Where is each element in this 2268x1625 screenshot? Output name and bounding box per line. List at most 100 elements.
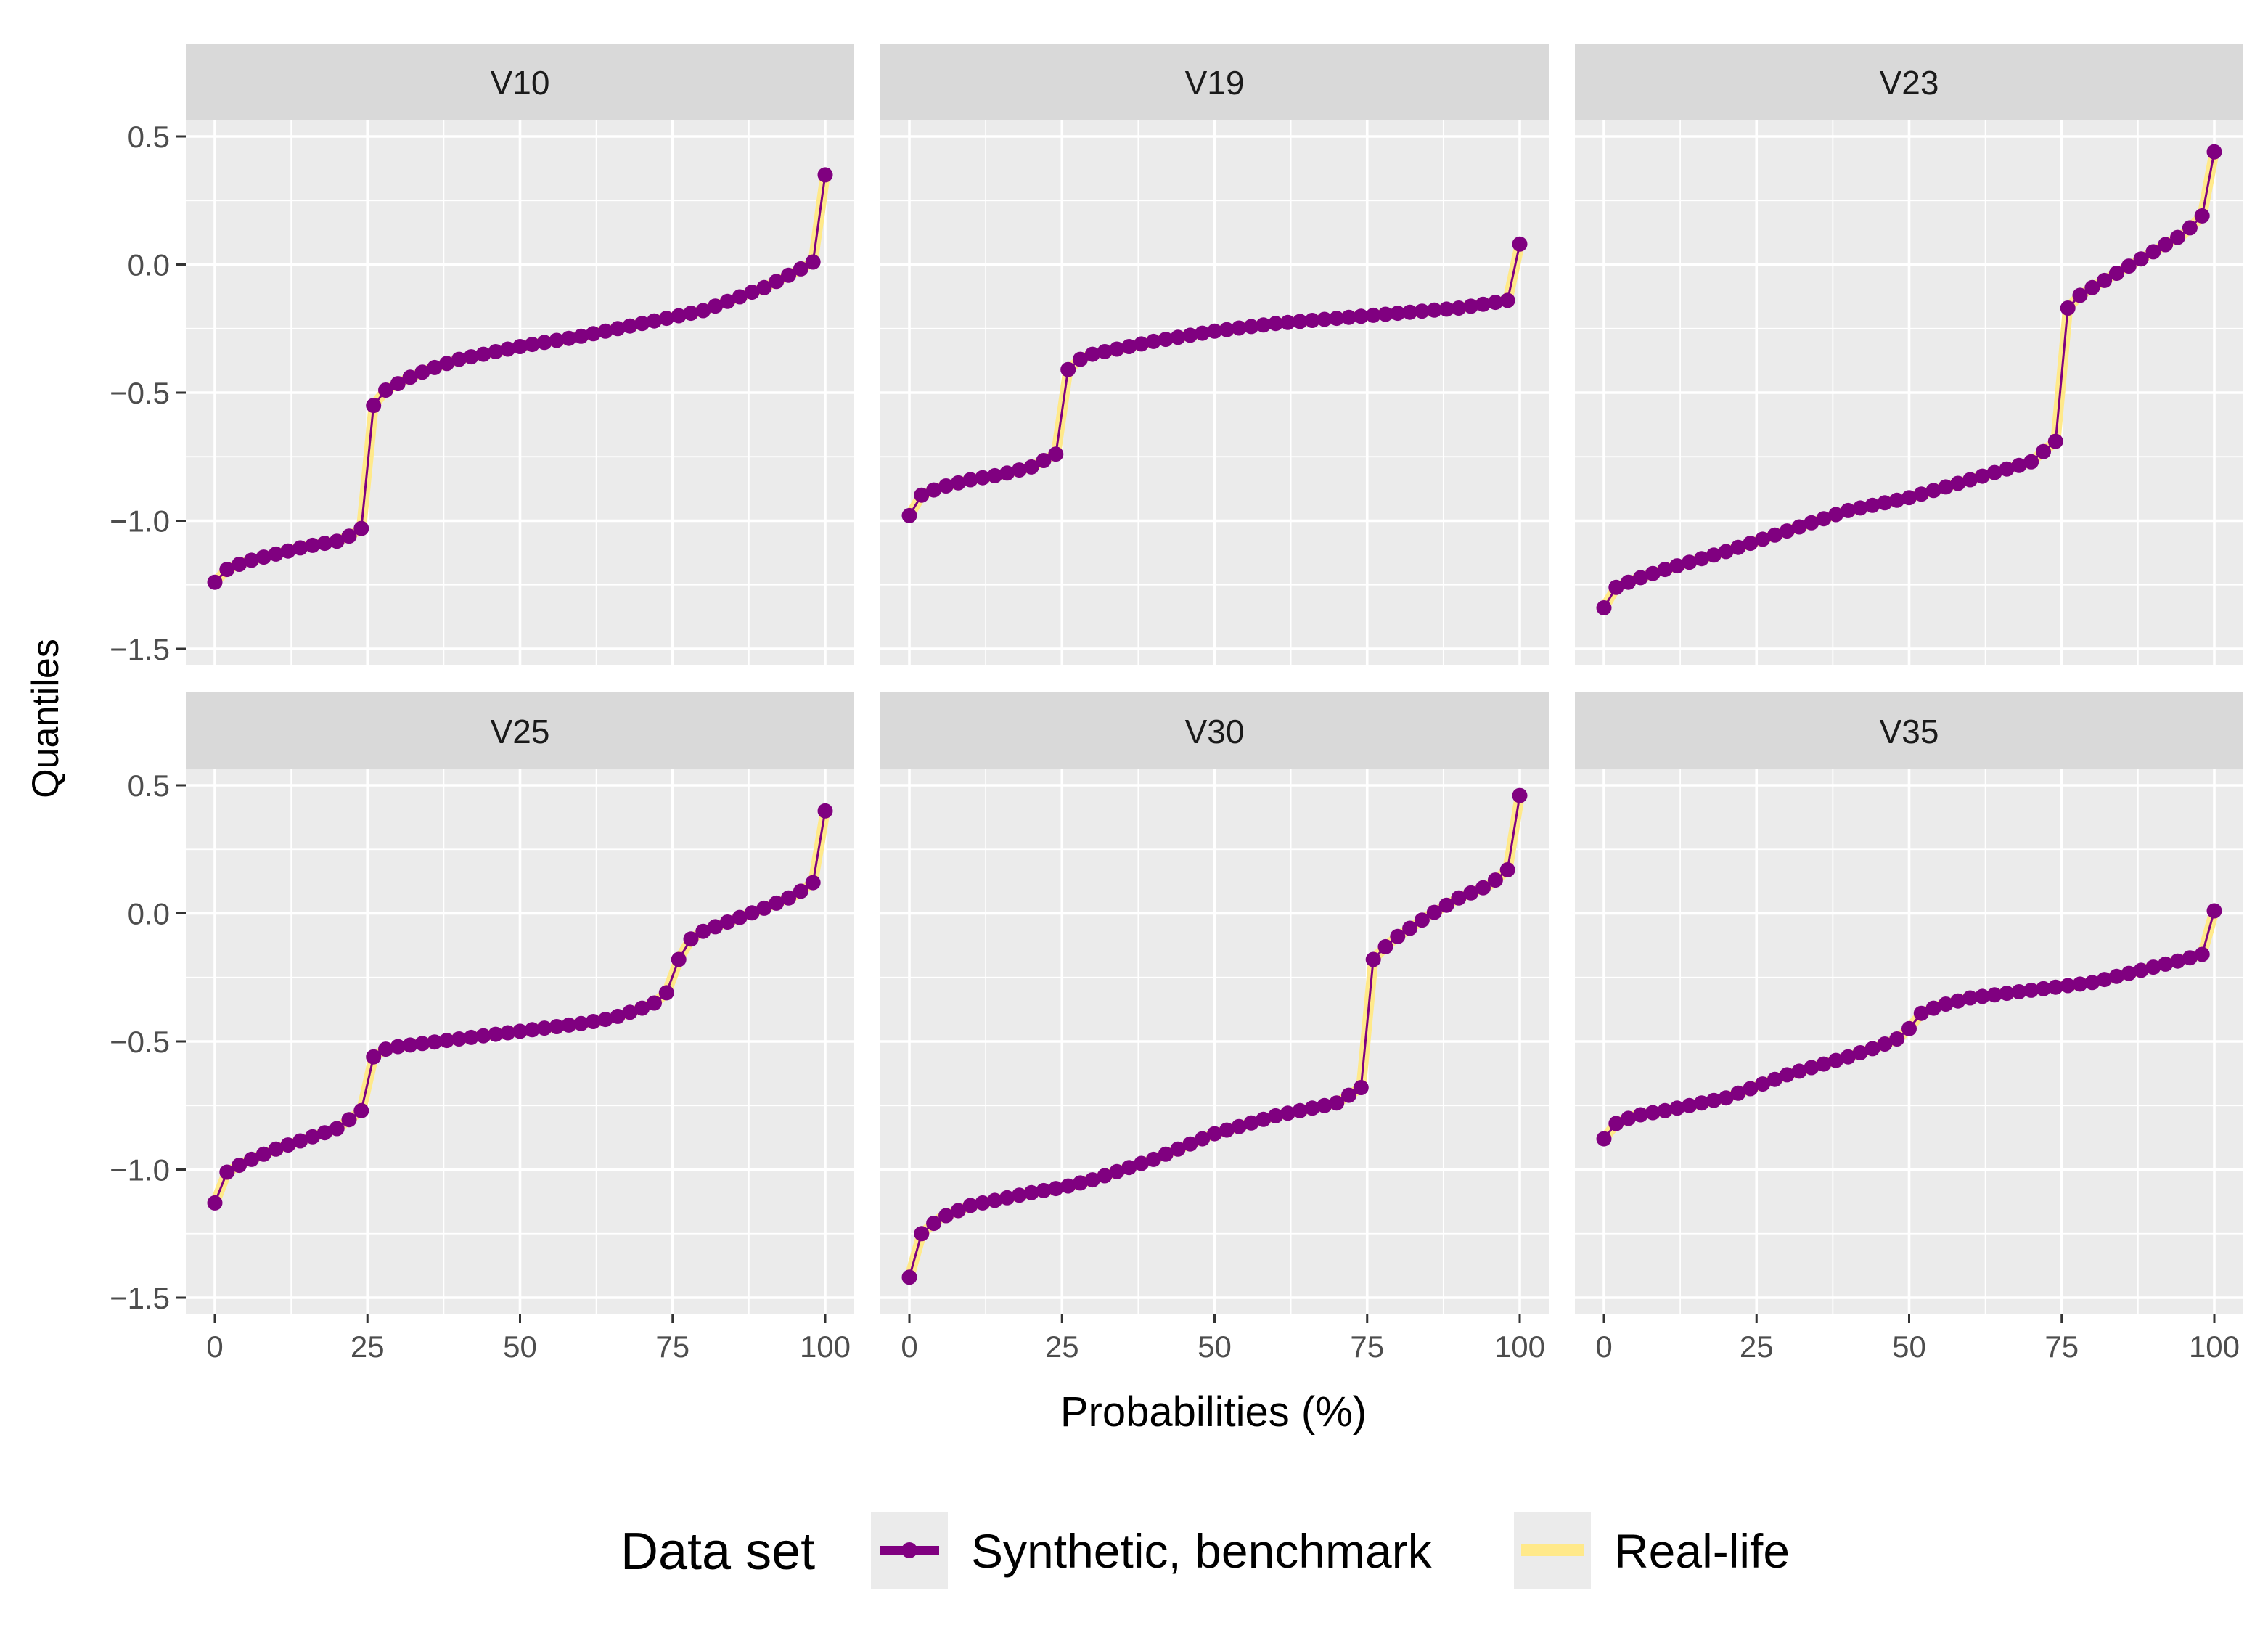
series-synthetic-point bbox=[366, 1049, 382, 1065]
series-synthetic-point bbox=[1925, 483, 1941, 499]
series-synthetic-point bbox=[1682, 1097, 1698, 1113]
series-synthetic-point bbox=[500, 341, 516, 357]
series-synthetic-point bbox=[1840, 502, 1856, 518]
series-synthetic-point bbox=[1475, 880, 1491, 896]
x-tick-label: 100 bbox=[1494, 1330, 1545, 1364]
series-synthetic-point bbox=[390, 376, 406, 392]
series-synthetic-point bbox=[610, 321, 626, 337]
legend-label-synthetic: Synthetic, benchmark bbox=[971, 1524, 1433, 1578]
y-tick-label: −1.0 bbox=[110, 1153, 170, 1187]
series-synthetic-point bbox=[500, 1025, 516, 1041]
series-synthetic-point bbox=[1036, 453, 1052, 468]
series-synthetic-point bbox=[255, 1146, 271, 1162]
series-synthetic-point bbox=[2011, 984, 2027, 999]
series-synthetic-point bbox=[585, 326, 601, 342]
series-synthetic-point bbox=[914, 1226, 930, 1242]
series-synthetic-point bbox=[1243, 319, 1259, 335]
series-synthetic-point bbox=[1901, 1020, 1917, 1036]
series-synthetic-point bbox=[708, 298, 724, 314]
series-synthetic-point bbox=[402, 1037, 418, 1053]
series-synthetic-point bbox=[524, 1022, 540, 1038]
series-synthetic-point bbox=[305, 537, 321, 553]
series-synthetic-point bbox=[1925, 1000, 1941, 1016]
series-synthetic-point bbox=[244, 1151, 259, 1167]
series-synthetic-point bbox=[1438, 897, 1454, 913]
x-tick-label: 0 bbox=[206, 1330, 223, 1364]
series-synthetic-point bbox=[1657, 562, 1673, 578]
series-synthetic-point bbox=[744, 285, 760, 300]
series-synthetic-point bbox=[683, 306, 699, 322]
series-synthetic-point bbox=[2158, 956, 2174, 972]
series-synthetic-point bbox=[475, 346, 491, 362]
series-synthetic-point bbox=[1377, 306, 1393, 322]
series-synthetic-point bbox=[1621, 574, 1637, 590]
series-synthetic-point bbox=[402, 369, 418, 385]
series-synthetic-point bbox=[1743, 536, 1759, 552]
series-synthetic-point bbox=[1304, 313, 1320, 328]
series-synthetic-point bbox=[2084, 279, 2100, 295]
facet-panels: V10 −1.5 −1.0 −0.5 0.0 0.5 V19 V23 V25 −1.5 −1.0 −0… bbox=[110, 44, 2243, 1364]
series-synthetic-point bbox=[1755, 1076, 1771, 1092]
series-synthetic-point bbox=[1512, 236, 1528, 252]
series-synthetic-point bbox=[1353, 308, 1369, 324]
strip-v23 bbox=[1575, 44, 2243, 120]
series-synthetic-point bbox=[1231, 320, 1247, 336]
series-synthetic-point bbox=[2133, 962, 2149, 978]
series-synthetic-point bbox=[1134, 1155, 1150, 1171]
x-tick-label: 75 bbox=[1350, 1330, 1384, 1364]
series-synthetic-point bbox=[695, 303, 711, 319]
series-synthetic-point bbox=[1864, 497, 1880, 513]
series-synthetic-point bbox=[549, 332, 565, 348]
series-synthetic-point bbox=[353, 1102, 369, 1118]
series-synthetic-point bbox=[488, 1026, 504, 1042]
series-synthetic-point bbox=[524, 337, 540, 353]
series-synthetic-point bbox=[207, 574, 223, 590]
series-synthetic-point bbox=[1402, 920, 1418, 936]
series-synthetic-point bbox=[2194, 208, 2210, 224]
y-tick-label: −0.5 bbox=[110, 376, 170, 410]
series-synthetic-point bbox=[1608, 1116, 1624, 1131]
series-synthetic-point bbox=[1365, 307, 1381, 323]
series-synthetic-point bbox=[2084, 975, 2100, 991]
series-synthetic-point bbox=[1791, 1063, 1807, 1079]
series-synthetic-point bbox=[987, 467, 1003, 483]
series-synthetic-point bbox=[683, 931, 699, 947]
series-synthetic-point bbox=[1438, 301, 1454, 317]
y-tick-label: −1.5 bbox=[110, 1281, 170, 1315]
panel-v30: V30 0 25 50 75 100 bbox=[880, 692, 1549, 1364]
series-synthetic-point bbox=[2158, 237, 2174, 253]
series-synthetic-point bbox=[2047, 979, 2063, 995]
strip-label-v19: V19 bbox=[1185, 64, 1245, 102]
series-synthetic-point bbox=[1962, 990, 1978, 1006]
series-synthetic-point bbox=[999, 465, 1015, 481]
series-synthetic-point bbox=[1669, 1100, 1685, 1116]
y-tick-label: 0.5 bbox=[128, 120, 170, 154]
series-synthetic-point bbox=[1256, 1111, 1272, 1127]
series-synthetic-point bbox=[1329, 1095, 1345, 1111]
series-synthetic-point bbox=[1268, 316, 1284, 332]
series-synthetic-point bbox=[975, 1195, 991, 1211]
series-synthetic-point bbox=[805, 254, 821, 270]
series-synthetic-point bbox=[1048, 446, 1064, 462]
series-synthetic-point bbox=[781, 890, 796, 906]
series-synthetic-point bbox=[439, 356, 455, 372]
series-synthetic-point bbox=[1999, 986, 2015, 1002]
series-synthetic-point bbox=[1694, 551, 1710, 567]
x-tick-label: 25 bbox=[1740, 1330, 1774, 1364]
series-synthetic-point bbox=[1243, 1115, 1259, 1131]
series-synthetic-point bbox=[561, 1017, 577, 1033]
series-synthetic-point bbox=[1986, 987, 2002, 1003]
series-synthetic-point bbox=[1645, 565, 1661, 581]
series-synthetic-point bbox=[255, 549, 271, 565]
series-synthetic-point bbox=[1390, 928, 1406, 944]
series-synthetic-point bbox=[2182, 950, 2198, 966]
strip-label-v30: V30 bbox=[1185, 713, 1245, 750]
series-synthetic-point bbox=[414, 1036, 430, 1052]
series-synthetic-point bbox=[1219, 322, 1235, 337]
series-synthetic-point bbox=[316, 536, 332, 552]
series-synthetic-point bbox=[1219, 1122, 1235, 1138]
series-synthetic-point bbox=[2023, 454, 2039, 470]
y-tick-label: 0.0 bbox=[128, 248, 170, 282]
series-synthetic-point bbox=[1195, 1131, 1211, 1147]
series-synthetic-point bbox=[708, 919, 724, 935]
